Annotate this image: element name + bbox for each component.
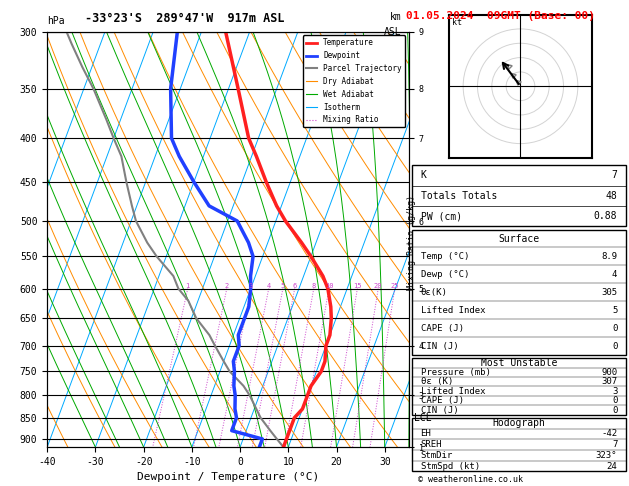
Bar [412, 358, 626, 415]
Text: 01.05.2024  09GMT (Base: 00): 01.05.2024 09GMT (Base: 00) [406, 11, 594, 21]
Bar [412, 229, 626, 355]
Text: 6: 6 [292, 283, 297, 289]
Text: 2: 2 [225, 283, 229, 289]
Text: 305: 305 [601, 288, 617, 297]
Text: Hodograph: Hodograph [493, 418, 545, 428]
Text: 25: 25 [391, 283, 399, 289]
Text: 1: 1 [186, 283, 190, 289]
Legend: Temperature, Dewpoint, Parcel Trajectory, Dry Adiabat, Wet Adiabat, Isotherm, Mi: Temperature, Dewpoint, Parcel Trajectory… [303, 35, 405, 127]
Text: Surface: Surface [498, 233, 540, 243]
Text: 0: 0 [612, 324, 617, 333]
Text: θε (K): θε (K) [421, 377, 453, 386]
Text: 48: 48 [606, 191, 617, 201]
Text: PW (cm): PW (cm) [421, 211, 462, 221]
Text: LCL: LCL [415, 413, 432, 423]
Text: 5: 5 [612, 306, 617, 315]
X-axis label: Dewpoint / Temperature (°C): Dewpoint / Temperature (°C) [137, 472, 319, 483]
Text: km: km [389, 12, 401, 22]
Bar [412, 165, 626, 226]
Text: -33°23'S  289°47'W  917m ASL: -33°23'S 289°47'W 917m ASL [85, 12, 284, 25]
Text: 4: 4 [267, 283, 271, 289]
Text: Dewp (°C): Dewp (°C) [421, 270, 469, 279]
Text: 307: 307 [601, 377, 617, 386]
Text: StmDir: StmDir [421, 451, 453, 460]
Text: Lifted Index: Lifted Index [421, 387, 485, 396]
Text: CAPE (J): CAPE (J) [421, 324, 464, 333]
Text: 15: 15 [353, 283, 362, 289]
Text: Totals Totals: Totals Totals [421, 191, 497, 201]
Text: SREH: SREH [421, 440, 442, 449]
Text: StmSpd (kt): StmSpd (kt) [421, 462, 480, 470]
Text: 0: 0 [612, 405, 617, 415]
Text: 3: 3 [249, 283, 253, 289]
Bar [412, 418, 626, 471]
Text: 10: 10 [325, 283, 333, 289]
Text: 323°: 323° [596, 451, 617, 460]
Text: Temp (°C): Temp (°C) [421, 252, 469, 261]
Text: -42: -42 [601, 430, 617, 438]
Text: 7: 7 [611, 171, 617, 180]
Text: 0: 0 [612, 396, 617, 405]
Text: 5: 5 [281, 283, 285, 289]
Text: kt: kt [452, 17, 462, 27]
Text: © weatheronline.co.uk: © weatheronline.co.uk [418, 475, 523, 484]
Text: 20: 20 [374, 283, 382, 289]
Text: EH: EH [421, 430, 431, 438]
Text: CAPE (J): CAPE (J) [421, 396, 464, 405]
Text: hPa: hPa [47, 16, 65, 26]
Text: 4: 4 [612, 270, 617, 279]
Text: Most Unstable: Most Unstable [481, 358, 557, 368]
Text: 900: 900 [601, 368, 617, 377]
Text: 0: 0 [612, 342, 617, 350]
Text: 0.88: 0.88 [594, 211, 617, 221]
Text: Mixing Ratio (g/kg): Mixing Ratio (g/kg) [408, 195, 416, 291]
Text: ASL: ASL [384, 27, 401, 37]
Text: Lifted Index: Lifted Index [421, 306, 485, 315]
Text: 24: 24 [606, 462, 617, 470]
Text: CIN (J): CIN (J) [421, 405, 458, 415]
Text: K: K [421, 171, 426, 180]
Text: Pressure (mb): Pressure (mb) [421, 368, 491, 377]
Text: 8: 8 [311, 283, 316, 289]
Text: 3: 3 [612, 387, 617, 396]
Text: CIN (J): CIN (J) [421, 342, 458, 350]
Text: 8.9: 8.9 [601, 252, 617, 261]
Text: θε(K): θε(K) [421, 288, 447, 297]
Text: 7: 7 [612, 440, 617, 449]
